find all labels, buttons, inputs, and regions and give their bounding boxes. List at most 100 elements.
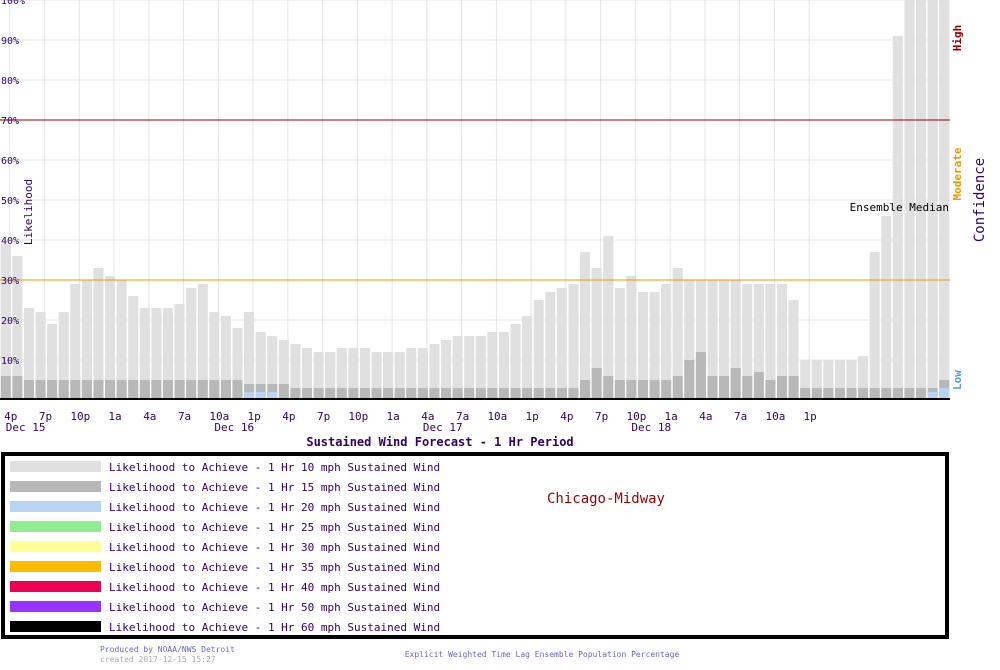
bar-10mph: [116, 280, 127, 400]
x-tick-label: 7p: [39, 410, 52, 423]
legend-label: Likelihood to Achieve - 1 Hr 15 mph Sust…: [109, 481, 440, 494]
x-tick-label: 1p: [804, 410, 817, 423]
bar-10mph: [452, 336, 463, 400]
x-tick-label: 7a: [456, 410, 469, 423]
y-tick-label: 10%: [1, 356, 19, 367]
legend-swatch: [10, 481, 101, 492]
bar-15mph: [800, 388, 811, 400]
method-text: Explicit Weighted Time Lag Ensemble Popu…: [405, 650, 680, 659]
bar-15mph: [614, 380, 625, 400]
bar-10mph: [244, 312, 255, 400]
bar-10mph: [672, 268, 683, 400]
y2-axis-label: Confidence: [972, 158, 988, 242]
x-tick-label: 10a: [209, 410, 229, 423]
y-tick-label: 40%: [1, 236, 19, 247]
bar-15mph: [776, 376, 788, 400]
bar-15mph: [846, 388, 857, 400]
legend-label: Likelihood to Achieve - 1 Hr 40 mph Sust…: [109, 581, 440, 594]
bar-10mph: [220, 316, 231, 400]
bar-10mph: [290, 344, 301, 400]
baseline-60mph: [0, 398, 950, 400]
bar-15mph: [0, 376, 11, 400]
bars: [0, 0, 950, 400]
confidence-moderate-label: Moderate: [951, 147, 964, 200]
bar-10mph: [545, 292, 556, 400]
bar-10mph: [719, 280, 730, 400]
bar-10mph: [0, 244, 11, 400]
x-tick-label: 7a: [178, 410, 191, 423]
bar-10mph: [197, 284, 208, 400]
bar-10mph: [533, 300, 544, 400]
bar-10mph: [232, 328, 243, 400]
x-tick-label: 7p: [317, 410, 330, 423]
bar-10mph: [47, 324, 58, 400]
bar-15mph: [429, 388, 440, 400]
bar-10mph: [383, 352, 394, 400]
legend-swatch: [10, 601, 101, 612]
bar-15mph: [580, 380, 591, 400]
bar-10mph: [151, 308, 162, 400]
bar-10mph: [81, 280, 92, 400]
legend-label: Likelihood to Achieve - 1 Hr 60 mph Sust…: [109, 621, 440, 634]
y-tick-label: 80%: [1, 76, 19, 87]
bar-10mph: [209, 312, 220, 400]
bar-15mph: [603, 376, 614, 400]
legend: Likelihood to Achieve - 1 Hr 10 mph Sust…: [10, 461, 440, 634]
bar-15mph: [70, 380, 81, 400]
bar-10mph: [301, 348, 313, 400]
legend-label: Likelihood to Achieve - 1 Hr 20 mph Sust…: [109, 501, 440, 514]
bar-15mph: [116, 380, 127, 400]
bar-15mph: [406, 388, 417, 400]
confidence-high-label: High: [951, 25, 964, 52]
x-tick-label: 4a: [699, 410, 712, 423]
bar-15mph: [568, 388, 579, 400]
bar-15mph: [533, 388, 544, 400]
bar-10mph: [487, 332, 498, 400]
bar-10mph: [858, 356, 869, 400]
bar-15mph: [742, 376, 753, 400]
bar-10mph: [869, 252, 880, 400]
bar-15mph: [81, 380, 92, 400]
bar-10mph: [800, 360, 811, 400]
bar-10mph: [522, 316, 533, 400]
bar-15mph: [869, 388, 880, 400]
bar-20mph: [244, 392, 255, 400]
x-tick-label: 1a: [386, 410, 399, 423]
bar-15mph: [278, 384, 289, 400]
bar-15mph: [348, 388, 359, 400]
bar-15mph: [904, 388, 915, 400]
bar-15mph: [93, 380, 104, 400]
bar-10mph: [336, 348, 347, 400]
bar-15mph: [151, 380, 162, 400]
bar-10mph: [614, 288, 625, 400]
bar-15mph: [707, 376, 718, 400]
legend-swatch: [10, 501, 101, 512]
bar-15mph: [753, 372, 764, 400]
bar-15mph: [105, 380, 116, 400]
bar-15mph: [765, 380, 776, 400]
x-tick-label: 10p: [70, 410, 90, 423]
bar-15mph: [232, 380, 243, 400]
bar-10mph: [105, 276, 116, 400]
confidence-low-label: Low: [951, 370, 964, 390]
bar-10mph: [58, 312, 69, 400]
y-axis-label: Likelihood: [22, 179, 35, 245]
legend-swatch: [10, 541, 101, 552]
bar-15mph: [892, 388, 903, 400]
bar-10mph: [186, 288, 197, 400]
bar-15mph: [591, 368, 602, 400]
bar-10mph: [278, 340, 289, 400]
bar-20mph: [939, 388, 950, 400]
bar-15mph: [301, 388, 313, 400]
legend-label: Likelihood to Achieve - 1 Hr 10 mph Sust…: [109, 461, 440, 474]
bar-10mph: [649, 292, 660, 400]
bar-15mph: [313, 388, 324, 400]
legend-box: [1, 452, 949, 639]
ensemble-median-label: Ensemble Median: [850, 201, 949, 214]
bar-15mph: [128, 380, 139, 400]
y-tick-labels: 100% 90% 80% 70% 60% 50% 40% 30% 20% 10%: [1, 0, 25, 367]
bar-15mph: [290, 388, 301, 400]
x-tick-label: 1a: [108, 410, 121, 423]
y-tick-label: 100%: [1, 0, 25, 7]
bar-15mph: [47, 380, 58, 400]
